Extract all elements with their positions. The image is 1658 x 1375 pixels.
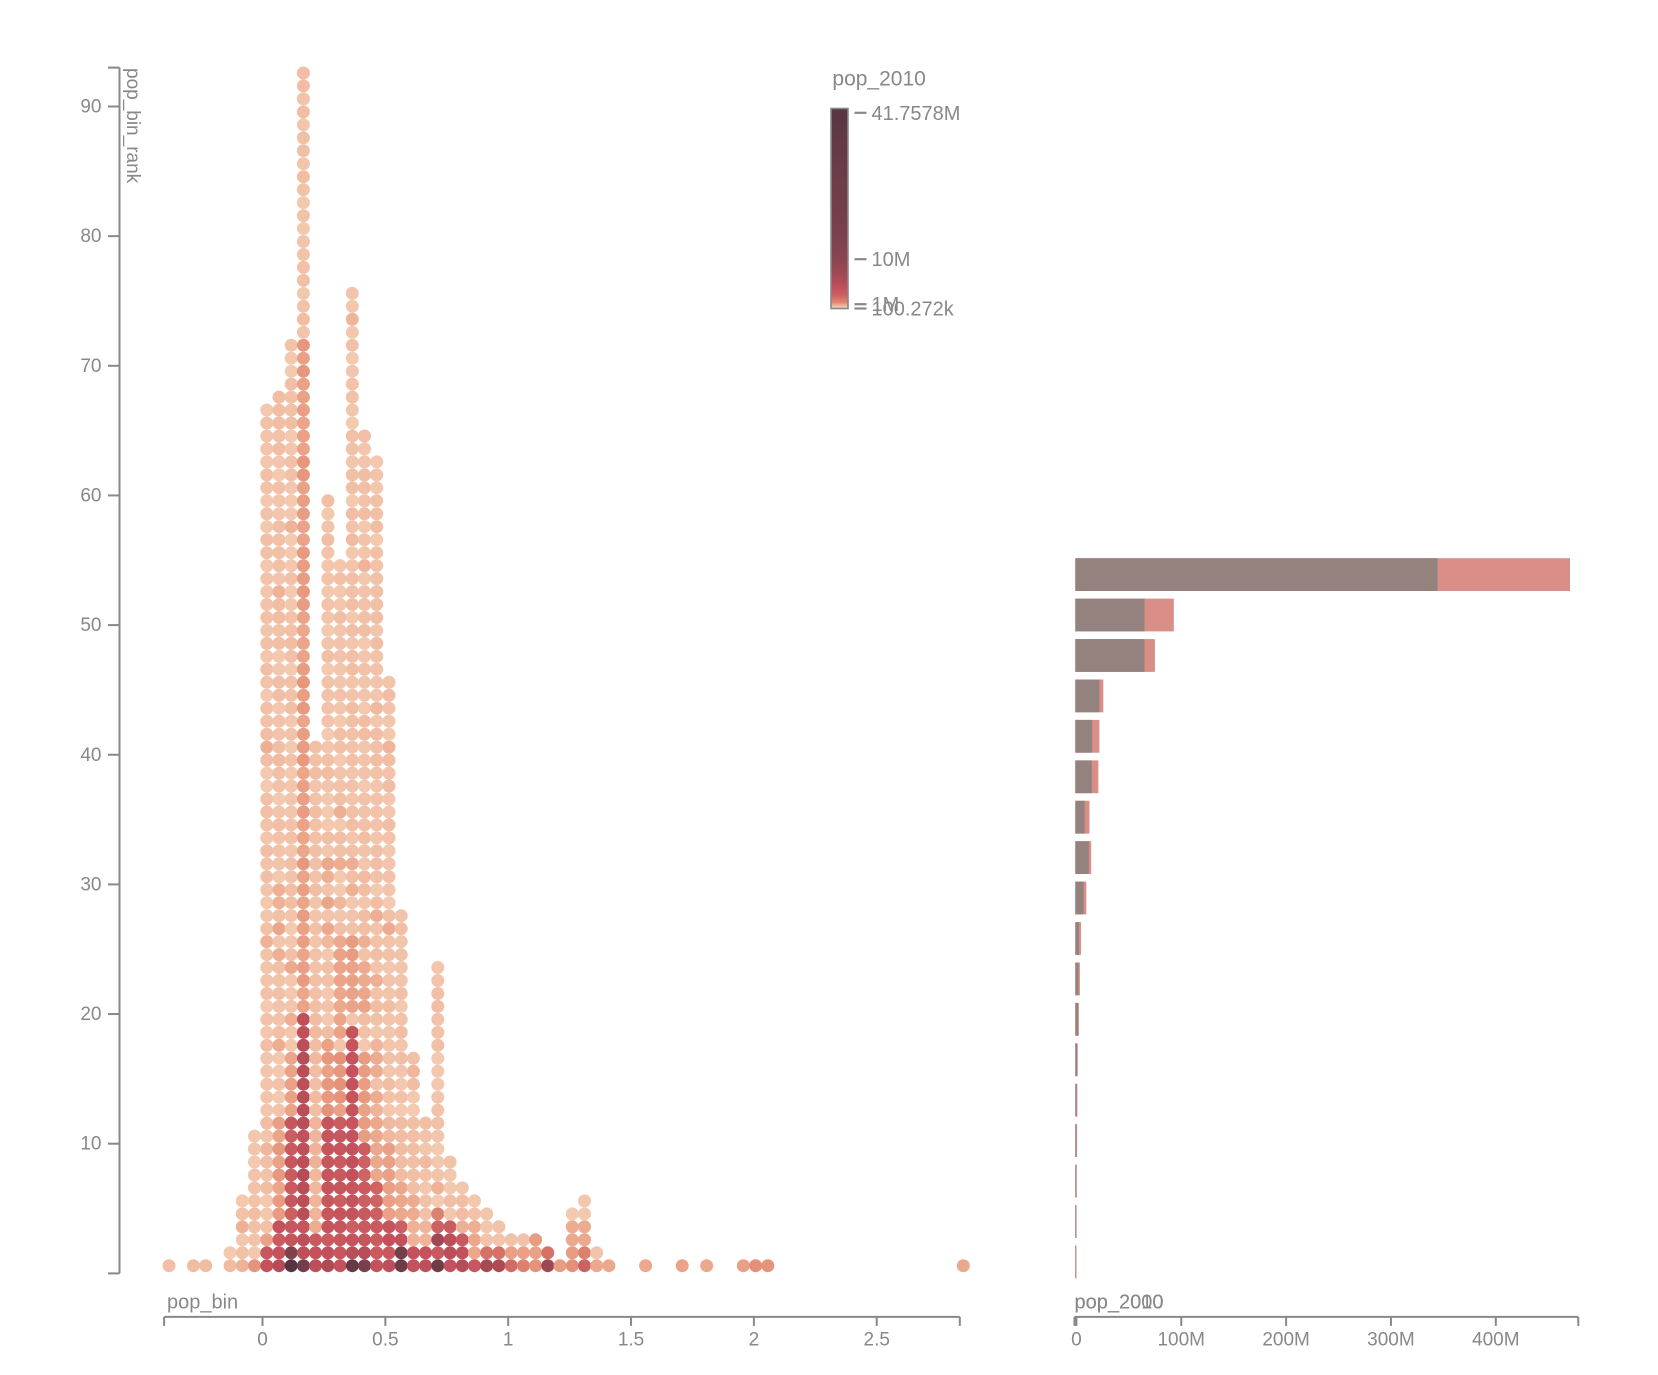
svg-text:90: 90 [80,97,101,118]
svg-text:40: 40 [80,745,101,766]
svg-text:1: 1 [503,1330,514,1351]
svg-text:0: 0 [257,1330,268,1351]
svg-text:70: 70 [80,356,101,377]
svg-text:2.5: 2.5 [864,1330,890,1351]
svg-text:0: 0 [1071,1330,1082,1351]
svg-text:200M: 200M [1262,1330,1310,1351]
svg-text:10: 10 [80,1134,101,1155]
svg-text:2: 2 [749,1330,760,1351]
svg-text:pop_bin: pop_bin [167,1291,238,1313]
svg-text:pop_bin_rank: pop_bin_rank [122,68,143,184]
svg-text:41.7578M: 41.7578M [872,103,961,125]
svg-text:100M: 100M [1157,1330,1205,1351]
svg-text:pop_2010: pop_2010 [1075,1291,1164,1313]
svg-text:1M: 1M [872,294,900,316]
svg-text:1.5: 1.5 [618,1330,644,1351]
svg-text:20: 20 [80,1004,101,1025]
svg-text:50: 50 [80,615,101,636]
svg-text:300M: 300M [1367,1330,1415,1351]
svg-text:80: 80 [80,226,101,247]
svg-text:10M: 10M [872,249,911,271]
svg-text:pop_2000: pop_2000 [1075,1291,1164,1313]
svg-text:pop_2010: pop_2010 [832,68,925,91]
svg-text:30: 30 [80,874,101,895]
svg-text:0.5: 0.5 [372,1330,398,1351]
svg-text:60: 60 [80,485,101,506]
svg-text:100.272k: 100.272k [872,299,955,321]
svg-text:400M: 400M [1472,1330,1520,1351]
